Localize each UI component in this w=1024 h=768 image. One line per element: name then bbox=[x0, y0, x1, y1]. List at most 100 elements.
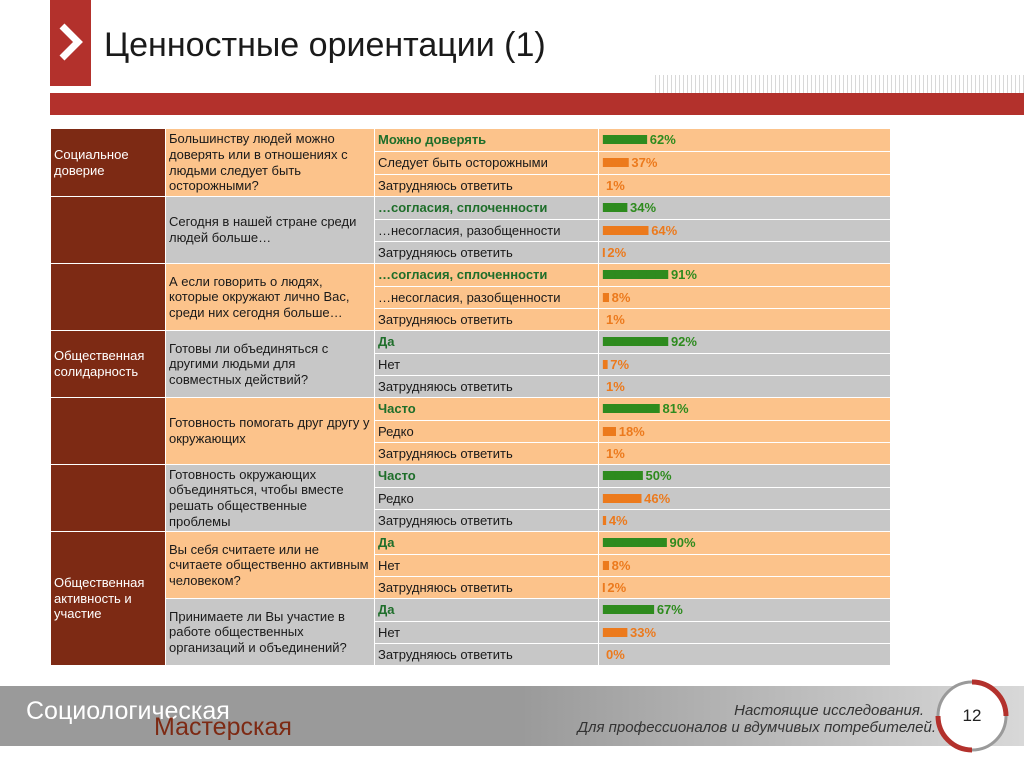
category-label bbox=[50, 397, 166, 465]
page-number: 12 bbox=[962, 706, 982, 725]
answer-row: Общественная солидарность Готовы ли объед… bbox=[50, 330, 891, 398]
answer-row: А если говорить о людях, которые окружаю… bbox=[50, 263, 891, 331]
percent-value: 91% bbox=[670, 267, 697, 283]
result-cell: IIII 8% bbox=[598, 286, 891, 309]
percent-bar: III bbox=[602, 356, 609, 372]
category-label bbox=[50, 263, 166, 331]
result-cell: IIIIIIIIIIIIIIIIII 37% bbox=[598, 151, 891, 175]
answer-label: Нет bbox=[374, 621, 599, 644]
result-cell: III 7% bbox=[598, 353, 891, 376]
percent-value: 1% bbox=[606, 177, 625, 193]
answer-row: Принимаете ли Вы участие в работе общест… bbox=[51, 598, 891, 666]
percent-value: 90% bbox=[669, 535, 696, 551]
result-cell: 1% bbox=[598, 375, 891, 398]
answer-label: Затрудняюсь ответить bbox=[374, 442, 599, 465]
answer-row: Готовность окружающих объединяться, чтоб… bbox=[50, 464, 891, 532]
percent-value: 7% bbox=[610, 356, 630, 372]
question-text: Большинству людей можно доверять или в о… bbox=[165, 128, 375, 197]
header-band bbox=[50, 93, 1024, 115]
answer-row: Затрудняюсь ответить I 2% bbox=[51, 576, 891, 599]
answer-label: Да bbox=[374, 531, 599, 555]
category-label: Общественная активность и участие bbox=[50, 531, 166, 666]
page-ring-icon bbox=[935, 679, 1009, 753]
percent-bar: IIIIIIIIIIIIIIIIIIIIIIIIIIIIIIIIIIII bbox=[602, 602, 655, 618]
answer-label: Да bbox=[374, 330, 599, 354]
category-label: Социальное доверие bbox=[50, 128, 166, 197]
answer-label: Можно доверять bbox=[374, 128, 599, 152]
result-cell: IIIIIIIIIIIIIIIIIIIIIIIIIIIIIIIIIIIIIIII… bbox=[598, 330, 891, 354]
percent-value: 8% bbox=[611, 289, 631, 305]
result-cell: IIIIIIIII 18% bbox=[598, 420, 891, 443]
percent-value: 4% bbox=[608, 512, 628, 528]
question-text: Готовность помогать друг другу у окружаю… bbox=[165, 397, 375, 465]
percent-bar: IIII bbox=[602, 289, 610, 305]
result-cell: IIII 8% bbox=[598, 554, 891, 577]
answer-row: …несогласия, разобщенности IIIIIIIIIIIIII… bbox=[51, 219, 891, 242]
percent-bar: IIIIIIIIIIIIIIIIIIIIIIIIIIIIIIIIIIIIIIII bbox=[602, 401, 661, 417]
answer-label: Затрудняюсь ответить bbox=[374, 174, 599, 197]
percent-value: 0% bbox=[606, 646, 625, 662]
chevron-right-icon bbox=[59, 23, 83, 61]
result-cell: 1% bbox=[598, 442, 891, 465]
answer-label: …согласия, сплоченности bbox=[374, 263, 599, 287]
answer-label: Да bbox=[374, 598, 599, 622]
tagline-line2: Для профессионалов и вдумчивых потребите… bbox=[577, 719, 936, 736]
answer-row: Сегодня в нашей стране среди людей больш… bbox=[50, 196, 891, 264]
percent-bar: IIIIIIIII bbox=[602, 423, 617, 439]
question-text: Сегодня в нашей стране среди людей больш… bbox=[165, 196, 375, 264]
answer-label: Редко bbox=[374, 420, 599, 443]
percent-value: 46% bbox=[644, 490, 671, 506]
question-text: Принимаете ли Вы участие в работе общест… bbox=[165, 598, 375, 666]
answer-label: Часто bbox=[374, 397, 599, 421]
result-cell: IIIIIIIIIIIIIIIII 33% bbox=[598, 621, 891, 644]
percent-bar: IIIIIIIIIIIIIIIII bbox=[602, 200, 628, 216]
result-cell: II 4% bbox=[598, 509, 891, 532]
answer-row: Общественная активность и участие Вы себя… bbox=[50, 531, 891, 666]
answer-label: Затрудняюсь ответить bbox=[374, 509, 599, 532]
result-cell: IIIIIIIIIIIIIIIIIIIIIIIIIIIIIII 62% bbox=[598, 128, 891, 152]
percent-value: 8% bbox=[611, 557, 631, 573]
answer-row: Затрудняюсь ответить 1% bbox=[51, 308, 891, 331]
answer-row: Затрудняюсь ответить II 4% bbox=[51, 509, 891, 532]
page-title: Ценностные ориентации (1) bbox=[104, 26, 546, 64]
percent-bar: IIIIIIIIIIIIIIIIIIIIIIIIIII bbox=[602, 490, 642, 506]
result-cell: I 2% bbox=[598, 576, 891, 599]
answer-row: Затрудняюсь ответить 0% bbox=[51, 643, 891, 666]
percent-bar: IIII bbox=[602, 557, 610, 573]
percent-value: 1% bbox=[606, 378, 625, 394]
answer-row: Редко IIIIIIIII 18% bbox=[51, 420, 891, 443]
percent-value: 18% bbox=[618, 423, 645, 439]
percent-value: 67% bbox=[656, 602, 683, 618]
result-cell: IIIIIIIIIIIIIIIIIIIIIIIIIIIIIIIIIIIIIIII… bbox=[598, 263, 891, 287]
question-text: Вы себя считаете или не считаете обществ… bbox=[165, 531, 375, 599]
answer-label: Затрудняюсь ответить bbox=[374, 576, 599, 599]
result-cell: IIIIIIIIIIIIIIIIIIIIIIIIIIIIIIIIIIIIIIII… bbox=[598, 397, 891, 421]
result-cell: 1% bbox=[598, 174, 891, 197]
result-cell: IIIIIIIIIIIIIIIII 34% bbox=[598, 196, 891, 220]
answer-label: Часто bbox=[374, 464, 599, 488]
result-cell: 1% bbox=[598, 308, 891, 331]
answer-label: …несогласия, разобщенности bbox=[374, 219, 599, 242]
brand-name-line2: Мастерская bbox=[154, 713, 292, 741]
answer-label: Нет bbox=[374, 353, 599, 376]
answer-label: Затрудняюсь ответить bbox=[374, 375, 599, 398]
percent-value: 37% bbox=[631, 155, 658, 171]
percent-bar: I bbox=[602, 579, 607, 595]
percent-bar: IIIIIIIIIIIIIIIIIIIIIIIIIIIIIIIIIIIIIIII… bbox=[602, 535, 668, 551]
percent-bar: IIIIIIIIIIIIIIIIIIIIIIIIIIIIIIIIIIIIIIII… bbox=[602, 334, 669, 350]
percent-bar: I bbox=[602, 244, 607, 260]
result-cell: IIIIIIIIIIIIIIIIIIIIIIIIIIIIIIIIIIIIIIII… bbox=[598, 531, 891, 555]
answer-label: Затрудняюсь ответить bbox=[374, 643, 599, 666]
category-label bbox=[50, 196, 166, 264]
answer-label: Следует быть осторожными bbox=[374, 151, 599, 175]
answer-row: …несогласия, разобщенности IIII 8% bbox=[51, 286, 891, 309]
answer-row: Затрудняюсь ответить I 2% bbox=[51, 241, 891, 264]
percent-value: 2% bbox=[607, 244, 627, 260]
percent-value: 92% bbox=[670, 334, 697, 350]
percent-bar: IIIIIIIIIIIIIIIIIIIIIIIIIIIIIII bbox=[602, 132, 648, 148]
percent-value: 2% bbox=[607, 579, 627, 595]
answer-label: …согласия, сплоченности bbox=[374, 196, 599, 220]
title-accent-bar bbox=[50, 0, 91, 86]
result-cell: 0% bbox=[598, 643, 891, 666]
percent-bar: IIIIIIIIIIIIIIIIII bbox=[602, 155, 630, 171]
